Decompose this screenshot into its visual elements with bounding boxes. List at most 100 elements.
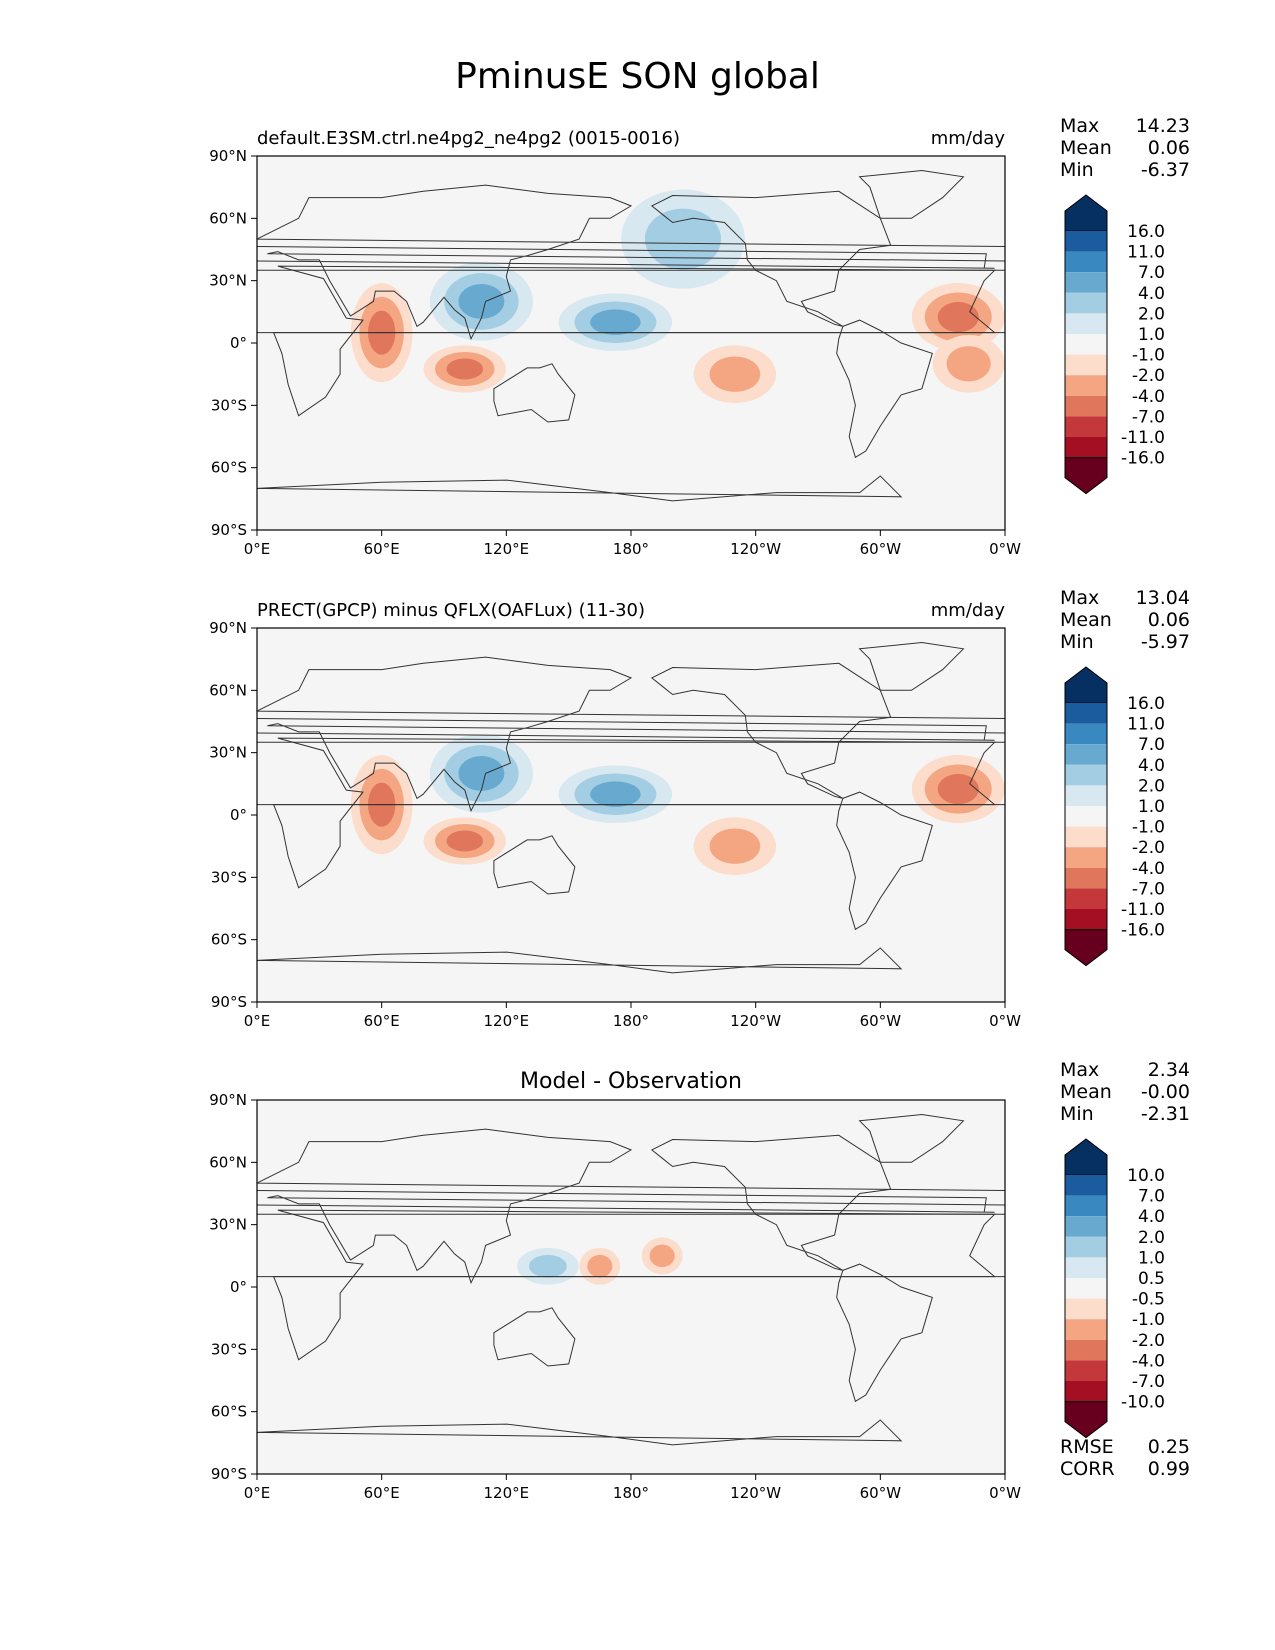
- stat-mean: 0.06: [1147, 137, 1190, 159]
- colorbar-tick-label: 2.0: [1138, 304, 1165, 324]
- colorbar-segment: [1065, 375, 1107, 396]
- colorbar-segment: [1065, 292, 1107, 314]
- colorbar-segment: [1065, 1175, 1107, 1196]
- stat-label: Min: [1060, 631, 1094, 653]
- colorbar-extend-bottom: [1064, 1401, 1108, 1439]
- coastline-samerica: [836, 319, 933, 459]
- colorbar-segment: [1065, 334, 1107, 355]
- colorbar-tick-label: 2.0: [1138, 1228, 1165, 1248]
- colorbar-segment: [1065, 909, 1107, 930]
- colorbar-outline: [1064, 211, 1108, 478]
- stat-label: Min: [1060, 1103, 1094, 1125]
- colorbar-segment: [1065, 764, 1107, 786]
- coastline-africa: [272, 265, 1005, 417]
- colorbar-segment: [1065, 744, 1107, 765]
- coastline-greenland: [112, 1115, 216, 1163]
- colorbar-segment: [1065, 272, 1107, 293]
- colorbar-tick-label: -11.0: [1121, 900, 1165, 920]
- colorbar-segment: [1065, 416, 1107, 437]
- colorbar-segment: [1065, 1278, 1107, 1299]
- y-tick-label: 0°: [230, 806, 247, 824]
- x-tick-label: 0°E: [244, 1484, 271, 1502]
- x-tick-label: 120°E: [484, 540, 530, 558]
- y-tick-label: 30°N: [209, 744, 247, 762]
- colorbar-segment: [1065, 785, 1107, 806]
- stat-label: Mean: [1060, 1081, 1112, 1103]
- y-tick-label: 60°S: [211, 459, 247, 477]
- panel-units: mm/day: [931, 128, 1006, 149]
- contour-fill: [587, 1254, 613, 1278]
- panel-left-title: default.E3SM.ctrl.ne4pg2_ne4pg2 (0015-00…: [257, 128, 680, 149]
- colorbar-tick-label: 1.0: [1138, 325, 1165, 345]
- coastline-antarctica: [257, 475, 903, 530]
- colorbar-segment: [1065, 251, 1107, 273]
- panel-3-stats: Max 2.34 Mean -0.00 Min -2.31: [1060, 1059, 1190, 1125]
- y-tick-label: 90°S: [211, 1465, 247, 1483]
- coastline-eurasia: [257, 1128, 1005, 1285]
- coastline-antarctica: [0, 948, 153, 1002]
- colorbar-tick-label: 1.0: [1138, 797, 1165, 817]
- colorbar-tick-label: -16.0: [1121, 921, 1165, 941]
- stat-min: -2.31: [1140, 1103, 1190, 1125]
- coastline-greenland: [858, 1113, 965, 1163]
- colorbar-tick-label: -11.0: [1121, 428, 1165, 448]
- colorbar-tick-label: -1.0: [1132, 818, 1165, 838]
- colorbar-tick-label: 7.0: [1138, 735, 1165, 755]
- stat-label: Mean: [1060, 137, 1112, 159]
- coastline-africa: [272, 1209, 1005, 1361]
- coastline-antarctica: [257, 1419, 903, 1474]
- stat-max: 13.04: [1135, 587, 1190, 609]
- y-tick-label: 30°S: [211, 868, 247, 886]
- colorbar-tick-label: 10.0: [1127, 1166, 1165, 1186]
- colorbar-tick-label: 16.0: [1127, 694, 1165, 714]
- x-tick-label: 0°W: [989, 1012, 1021, 1030]
- contour-fill: [528, 1254, 567, 1278]
- colorbar-tick-label: -10.0: [1121, 1393, 1165, 1413]
- colorbar-tick-label: -0.5: [1132, 1290, 1165, 1310]
- panel-left-title: PRECT(GPCP) minus QFLX(OAFLux) (11-30): [257, 600, 645, 621]
- figure-title: PminusE SON global: [455, 56, 820, 97]
- stat-max: 2.34: [1147, 1059, 1190, 1081]
- x-tick-label: 120°W: [730, 1484, 781, 1502]
- coastline-greenland: [858, 641, 965, 691]
- coastline-africa: [257, 1213, 996, 1278]
- x-tick-label: 120°W: [730, 540, 781, 558]
- colorbar-outline: [1064, 683, 1108, 950]
- colorbar-tick-label: -1.0: [1132, 346, 1165, 366]
- colorbar-segment: [1065, 806, 1107, 827]
- contour-fill: [709, 356, 761, 392]
- x-tick-label: 180°: [613, 1484, 649, 1502]
- colorbar-segment: [1065, 437, 1107, 458]
- colorbar-tick-label: 16.0: [1127, 222, 1165, 242]
- corr-label: CORR: [1060, 1458, 1115, 1480]
- colorbar-tick-label: -16.0: [1121, 449, 1165, 469]
- y-tick-label: 0°: [230, 334, 247, 352]
- colorbar-segment: [1065, 1381, 1107, 1402]
- colorbar-tick-label: 2.0: [1138, 776, 1165, 796]
- coastline-africa: [272, 737, 1005, 889]
- colorbar-segment: [1065, 888, 1107, 909]
- contour-fill: [946, 346, 991, 382]
- colorbar-tick-label: 7.0: [1138, 263, 1165, 283]
- coastline-namerica: [650, 662, 892, 799]
- colorbar-tick-label: -4.0: [1132, 387, 1165, 407]
- panel-center-title: Model - Observation: [520, 1069, 742, 1094]
- x-tick-label: 0°W: [989, 540, 1021, 558]
- stat-label: Min: [1060, 159, 1094, 181]
- colorbar-segment: [1065, 867, 1107, 889]
- x-tick-label: 0°E: [244, 1012, 271, 1030]
- x-tick-label: 60°W: [860, 540, 902, 558]
- corr-value: 0.99: [1147, 1458, 1190, 1480]
- stat-label: Mean: [1060, 609, 1112, 631]
- y-tick-label: 30°S: [211, 396, 247, 414]
- y-tick-label: 90°N: [209, 147, 247, 165]
- coastline-eurasia: [257, 184, 1005, 341]
- coastline-samerica: [89, 320, 185, 457]
- diff-stats: RMSE 0.25 CORR 0.99: [1060, 1436, 1190, 1480]
- coastline-namerica: [0, 1135, 143, 1270]
- map-panel: 0°E 60°E 120°E 180° 120°W 60°W 0°W 90°N 60°N 30°N…: [0, 600, 1021, 1030]
- y-tick-label: 60°S: [211, 931, 247, 949]
- colorbar-extend-top: [1064, 666, 1108, 704]
- coastline-namerica: [0, 191, 143, 326]
